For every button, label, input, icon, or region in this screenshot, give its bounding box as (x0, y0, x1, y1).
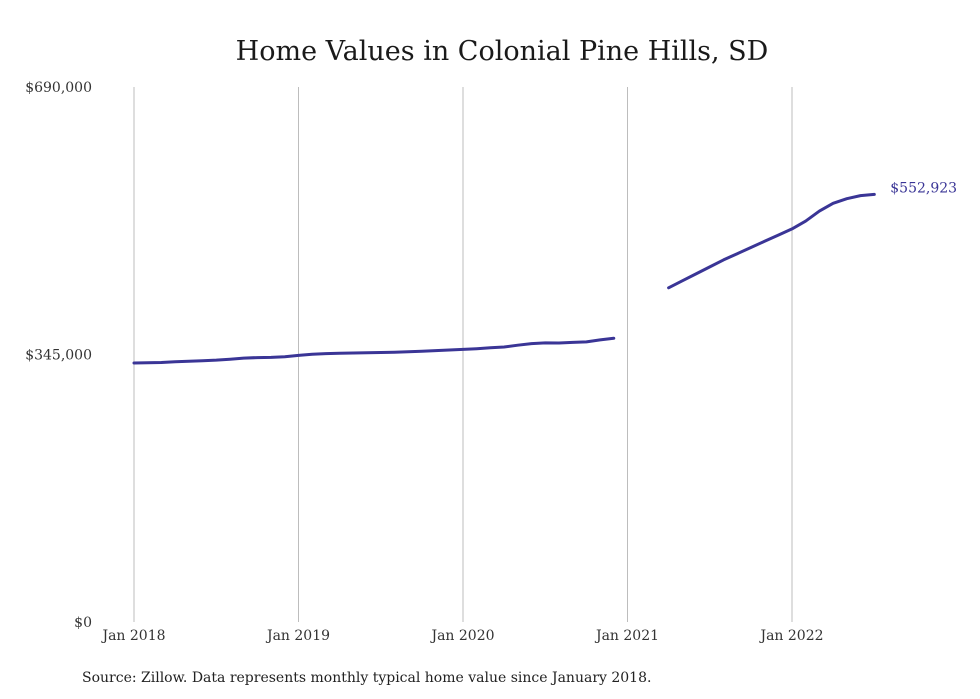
y-tick-label: $345,000 (25, 348, 92, 364)
x-tick-label: Jan 2020 (429, 628, 494, 644)
x-tick-label: Jan 2018 (100, 628, 165, 644)
source-note: Source: Zillow. Data represents monthly … (82, 670, 651, 686)
series-line-segment (132, 336, 616, 365)
y-axis-ticks: $0 $345,000 $690,000 (25, 80, 92, 631)
x-tick-label: Jan 2022 (758, 628, 823, 644)
x-tick-label: Jan 2019 (265, 628, 330, 644)
x-tick-label: Jan 2021 (594, 628, 659, 644)
chart-title: Home Values in Colonial Pine Hills, SD (236, 36, 769, 67)
x-axis-ticks: Jan 2018 Jan 2019 Jan 2020 Jan 2021 Jan 2022 (100, 628, 823, 644)
y-tick-label: $0 (74, 615, 92, 631)
grid-lines (133, 87, 793, 622)
end-value-label: $552,923 (890, 180, 957, 196)
y-tick-label: $690,000 (25, 80, 92, 96)
series-line-segment (667, 192, 876, 290)
series-home-value (132, 192, 876, 365)
